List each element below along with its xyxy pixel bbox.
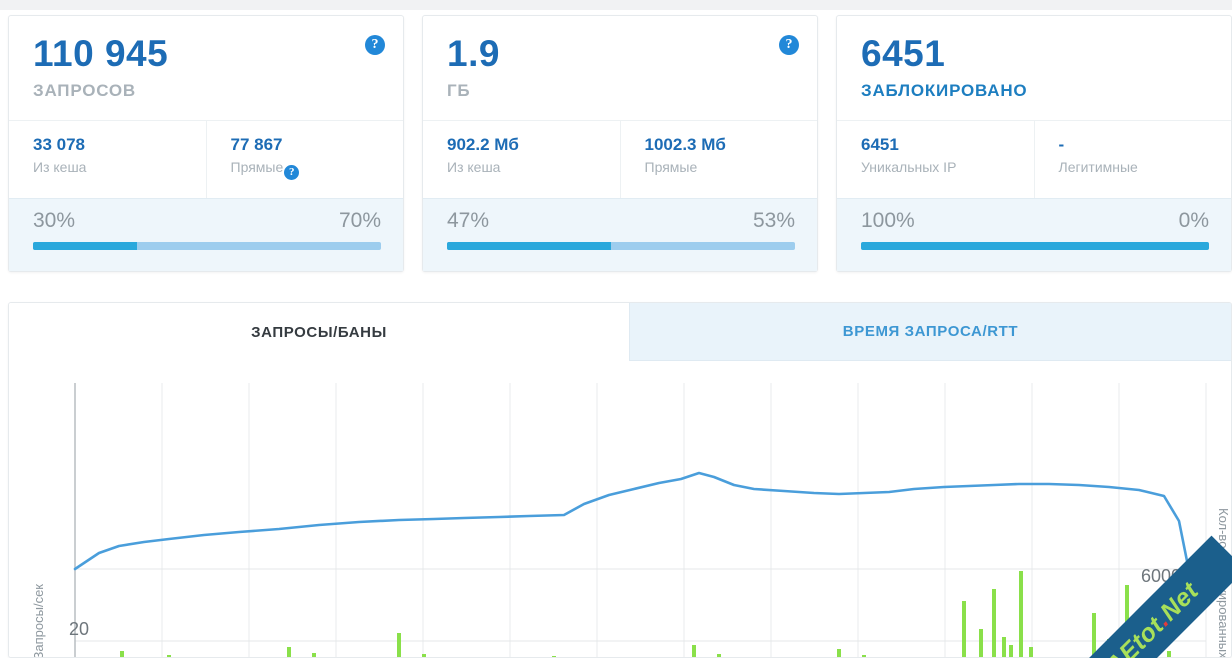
progress-track [33, 242, 381, 250]
card-big-value: 1.9 [447, 33, 500, 74]
y-tick-left-20: 20 [69, 619, 90, 639]
card-split: 6451 Уникальных IP - Легитимные [837, 120, 1231, 198]
direct-label-text: Прямые [230, 159, 284, 175]
chart-tabs: ЗАПРОСЫ/БАНЫ ВРЕМЯ ЗАПРОСА/RTT [9, 303, 1231, 361]
chart-panel: ЗАПРОСЫ/БАНЫ ВРЕМЯ ЗАПРОСА/RTT Запросы/с… [8, 302, 1232, 658]
card-footer: 47% 53% [423, 198, 817, 271]
progress-fill [447, 242, 611, 250]
right-percent: 70% [338, 209, 381, 232]
blocked-card: 6451 ЗАБЛОКИРОВАНО 6451 Уникальных IP - … [836, 15, 1232, 272]
legit-label: Легитимные [1058, 159, 1138, 175]
direct-label: Прямые? [231, 159, 404, 180]
card-header: 1.9 ГБ ? [423, 16, 817, 120]
help-icon[interactable]: ? [779, 35, 799, 55]
unique-ip-cell: 6451 Уникальных IP [837, 121, 1034, 198]
unique-ip-value: 6451 [861, 135, 899, 154]
left-percent: 30% [33, 209, 76, 232]
direct-label: Прямые [644, 159, 698, 175]
chart-svg [73, 383, 1207, 657]
percent-row: 30% 70% [33, 209, 381, 233]
left-percent: 47% [447, 209, 490, 232]
direct-value: 77 867 [230, 135, 283, 154]
cache-cell: 902.2 Мб Из кеша [423, 121, 620, 198]
card-big-value: 110 945 [33, 33, 169, 74]
direct-cell: 1002.3 Мб Прямые [619, 121, 818, 198]
unique-ip-label: Уникальных IP [861, 159, 957, 175]
card-split: 902.2 Мб Из кеша 1002.3 Мб Прямые [423, 120, 817, 198]
card-subtitle: ЗАБЛОКИРОВАНО [861, 81, 1028, 100]
legit-value: - [1058, 135, 1065, 154]
tab-requests-bans[interactable]: ЗАПРОСЫ/БАНЫ [9, 303, 629, 361]
direct-cell: 77 867 Прямые? [205, 121, 404, 198]
requests-card: 110 945 ЗАПРОСОВ ? 33 078 Из кеша 77 867… [8, 15, 404, 272]
card-subtitle: ГБ [447, 81, 471, 100]
percent-row: 100% 0% [861, 209, 1209, 233]
progress-fill [861, 242, 1209, 250]
right-percent: 0% [1178, 209, 1209, 232]
progress-fill [33, 242, 138, 250]
cache-value: 902.2 Мб [447, 135, 519, 154]
stat-cards-row: 110 945 ЗАПРОСОВ ? 33 078 Из кеша 77 867… [0, 10, 1232, 275]
left-percent: 100% [861, 209, 915, 232]
y-axis-left-label: Запросы/сек [31, 583, 46, 658]
help-icon[interactable]: ? [284, 164, 300, 180]
card-split: 33 078 Из кеша 77 867 Прямые? [9, 120, 403, 198]
chart-plot-area: Запросы/сек Кол-во заблокированных 20 60… [9, 361, 1231, 658]
card-subtitle: ЗАПРОСОВ [33, 81, 137, 100]
tab-request-time-rtt[interactable]: ВРЕМЯ ЗАПРОСА/RTT [629, 303, 1231, 361]
card-footer: 100% 0% [837, 198, 1231, 271]
y-axis-right-label: Кол-во заблокированных [1216, 508, 1231, 658]
legit-cell: - Легитимные [1033, 121, 1232, 198]
top-strip [0, 0, 1232, 10]
help-icon[interactable]: ? [365, 35, 385, 55]
direct-value: 1002.3 Мб [644, 135, 726, 154]
cache-label: Из кеша [33, 159, 87, 175]
traffic-card: 1.9 ГБ ? 902.2 Мб Из кеша 1002.3 Мб Прям… [422, 15, 818, 272]
right-percent: 53% [752, 209, 795, 232]
progress-track [861, 242, 1209, 250]
cache-label: Из кеша [447, 159, 501, 175]
cache-value: 33 078 [33, 135, 85, 154]
card-header: 6451 ЗАБЛОКИРОВАНО [837, 16, 1231, 120]
y-tick-right-6000: 6000 [1141, 566, 1182, 586]
card-footer: 30% 70% [9, 198, 403, 271]
cache-cell: 33 078 Из кеша [9, 121, 206, 198]
progress-track [447, 242, 795, 250]
card-big-value: 6451 [861, 33, 946, 74]
percent-row: 47% 53% [447, 209, 795, 233]
card-header: 110 945 ЗАПРОСОВ ? [9, 16, 403, 120]
